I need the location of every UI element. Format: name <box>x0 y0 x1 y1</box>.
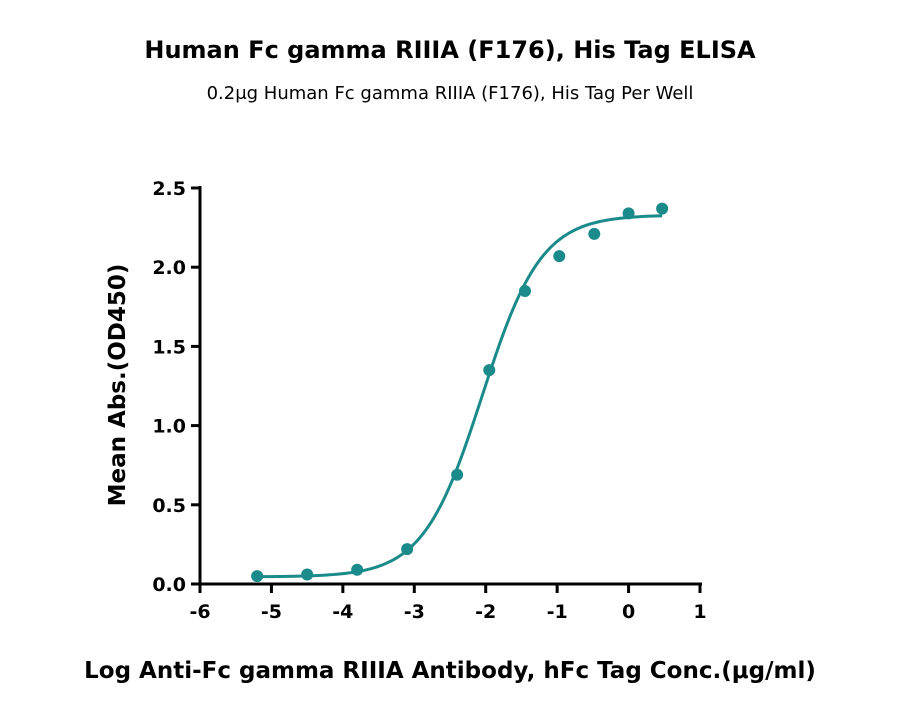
data-point <box>483 364 496 377</box>
data-point <box>519 284 531 297</box>
data-point <box>351 563 364 576</box>
data-point <box>622 207 635 220</box>
data-point <box>401 543 414 556</box>
chart-title: Human Fc gamma RIIIA (F176), His Tag ELI… <box>144 36 756 64</box>
fit-curve <box>257 214 663 579</box>
x-tick-label: -4 <box>332 601 353 623</box>
data-point <box>553 250 566 263</box>
y-tick-label: 0.5 <box>152 495 186 517</box>
x-tick-label: 0 <box>622 601 635 623</box>
y-axis-label: Mean Abs.(OD450) <box>105 264 131 507</box>
y-tick-label: 2.0 <box>152 257 186 279</box>
data-points <box>251 202 669 583</box>
x-tick-label: -6 <box>189 601 210 623</box>
data-point <box>251 570 264 583</box>
y-tick-label: 0.0 <box>152 574 186 596</box>
data-point <box>301 568 314 581</box>
data-point <box>656 202 669 215</box>
x-tick-label: -5 <box>261 601 282 623</box>
y-axis-ticks: 0.0 0.5 1.0 1.5 2.0 2.5 <box>152 178 200 596</box>
y-tick-label: 2.5 <box>152 178 186 200</box>
x-tick-label: -1 <box>547 601 568 623</box>
x-axis-ticks: -6 -5 -4 -3 -2 -1 0 1 <box>189 584 707 623</box>
y-tick-label: 1.0 <box>152 416 186 438</box>
x-tick-label: -2 <box>475 601 496 623</box>
data-point <box>451 468 464 481</box>
chart-subtitle: 0.2μg Human Fc gamma RIIIA (F176), His T… <box>207 83 694 104</box>
data-point <box>588 227 601 240</box>
x-axis-label: Log Anti-Fc gamma RIIIA Antibody, hFc Ta… <box>84 658 816 684</box>
y-tick-label: 1.5 <box>152 336 186 358</box>
x-tick-label: -3 <box>404 601 425 623</box>
x-tick-label: 1 <box>693 601 706 623</box>
